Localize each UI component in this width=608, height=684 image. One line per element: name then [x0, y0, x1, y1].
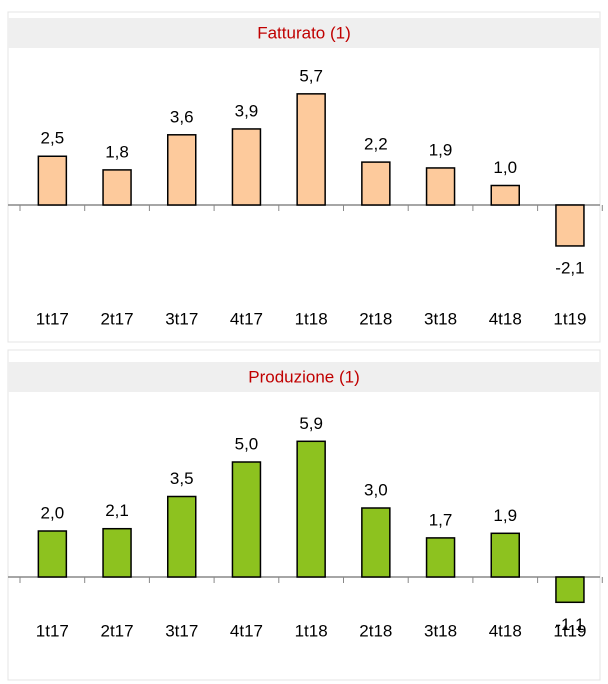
bar [231, 461, 262, 578]
bar [555, 204, 585, 247]
x-tick-label: 2t18 [359, 309, 392, 328]
data-label: 1,7 [429, 510, 453, 529]
data-label: 5,9 [299, 414, 323, 433]
x-tick-label: 3t17 [165, 309, 198, 328]
data-label: -2,1 [555, 258, 584, 277]
data-label: 1,9 [493, 506, 517, 525]
x-tick-label: 1t18 [295, 309, 328, 328]
x-tick-label: 3t18 [424, 309, 457, 328]
bar [425, 537, 456, 578]
bar [37, 155, 68, 206]
bar [296, 440, 326, 578]
data-label: 5,0 [235, 434, 259, 453]
x-tick-label: 4t17 [230, 621, 263, 640]
data-label: 1,9 [429, 140, 453, 159]
x-tick-label: 1t17 [36, 621, 69, 640]
bar [296, 93, 326, 206]
data-label: 5,7 [299, 66, 323, 85]
bar [167, 134, 197, 206]
bar [361, 507, 391, 578]
data-label: 3,5 [170, 469, 194, 488]
x-tick-label: 4t17 [230, 309, 263, 328]
bar [102, 527, 132, 578]
x-tick-label: 3t18 [424, 621, 457, 640]
data-label: 1,8 [105, 142, 129, 161]
x-tick-label: 3t17 [165, 621, 198, 640]
data-label: 3,9 [235, 101, 259, 120]
bar [37, 530, 68, 578]
data-label: 2,2 [364, 135, 388, 154]
bar [231, 128, 262, 206]
x-tick-label: 1t18 [295, 621, 328, 640]
x-tick-label: 1t19 [553, 621, 586, 640]
bar [490, 184, 520, 206]
bar [102, 169, 132, 206]
data-label: -1,1 [555, 615, 584, 634]
x-tick-label: 1t19 [553, 309, 586, 328]
data-label: 3,0 [364, 480, 388, 499]
bar [555, 576, 585, 604]
bar [167, 495, 197, 578]
x-tick-label: 2t17 [101, 621, 134, 640]
panel-header [8, 362, 600, 392]
data-label: 2,0 [41, 503, 65, 522]
data-label: 2,1 [105, 501, 129, 520]
x-tick-label: 2t18 [359, 621, 392, 640]
chart-title: Fatturato (1) [257, 23, 351, 42]
chart-title: Produzione (1) [248, 367, 360, 386]
data-label: 3,6 [170, 107, 194, 126]
bar [361, 161, 391, 206]
panel-header [8, 18, 600, 48]
x-tick-label: 4t18 [489, 309, 522, 328]
data-label: 2,5 [41, 129, 65, 148]
data-label: 1,0 [493, 158, 517, 177]
x-tick-label: 4t18 [489, 621, 522, 640]
x-tick-label: 1t17 [36, 309, 69, 328]
bar [425, 167, 456, 206]
bar [490, 532, 520, 578]
x-tick-label: 2t17 [101, 309, 134, 328]
